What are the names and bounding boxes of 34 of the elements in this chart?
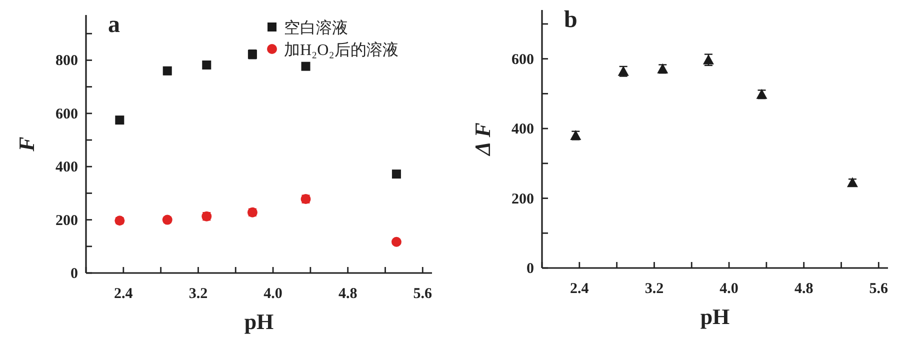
x-tick-label: 3.2: [188, 286, 208, 302]
x-tick-label: 5.6: [413, 286, 433, 302]
point: [392, 170, 401, 179]
y-axis-title: F: [14, 136, 39, 152]
x-tick-label: 4.0: [720, 281, 738, 297]
x-axis-title: pH: [700, 304, 730, 329]
x-tick-label: 4.8: [338, 286, 358, 302]
y-tick-label: 200: [56, 212, 78, 229]
point: [846, 177, 858, 188]
legend-label: 加H₂O₂后的溶液: [284, 41, 398, 59]
chart-title: b: [564, 7, 578, 33]
x-tick-label: 3.2: [644, 281, 664, 297]
x-tick-label: 4.8: [794, 281, 814, 297]
point: [202, 60, 212, 70]
y-tick-label: 400: [512, 122, 534, 138]
y-tick-label: 600: [512, 52, 534, 68]
point: [115, 116, 124, 125]
y-tick-label: 800: [56, 53, 78, 70]
x-tick-label: 4.0: [264, 286, 282, 302]
x-tick-label: 5.6: [869, 281, 889, 297]
point: [391, 236, 402, 247]
y-tick-label: 200: [512, 191, 534, 208]
y-axis-title: Δ F: [470, 122, 495, 156]
point: [162, 66, 172, 76]
x-tick-label: 2.4: [114, 286, 134, 302]
point: [301, 62, 310, 71]
chart-title: a: [108, 12, 120, 38]
legend-label: 空白溶液: [284, 19, 348, 37]
y-tick-label: 0: [526, 261, 534, 277]
y-tick-label: 400: [56, 160, 78, 176]
y-tick-label: 600: [56, 106, 78, 122]
x-tick-label: 2.4: [570, 281, 590, 297]
x-axis-title: pH: [244, 309, 274, 334]
y-tick-label: 0: [70, 266, 78, 282]
